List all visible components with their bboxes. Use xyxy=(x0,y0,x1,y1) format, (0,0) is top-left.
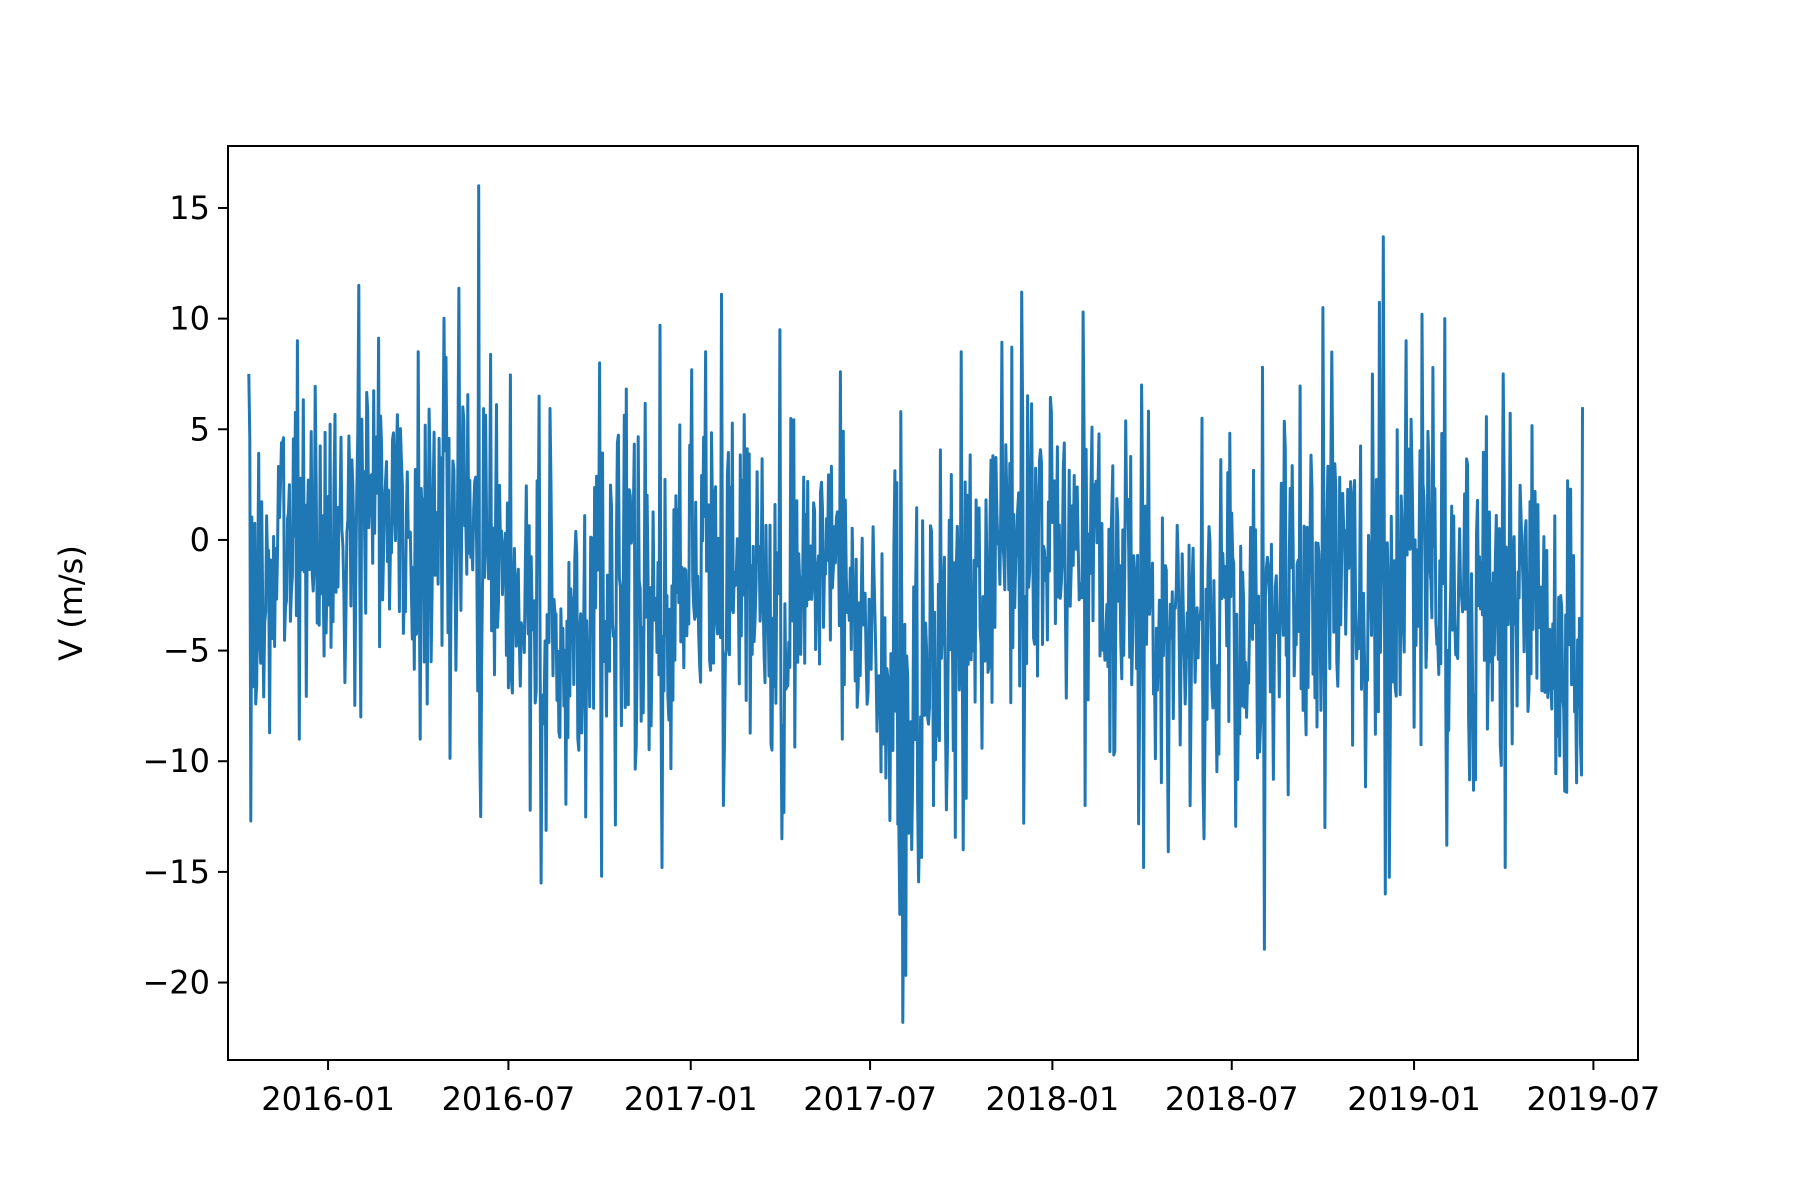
x-tick-label: 2019-01 xyxy=(1347,1080,1481,1118)
y-tick-label: −15 xyxy=(142,853,210,891)
y-tick-label: −20 xyxy=(142,964,210,1002)
y-tick-label: 10 xyxy=(169,300,210,338)
y-axis: 15 10 5 0 −5 −10 −15 −20 xyxy=(142,189,228,1002)
y-tick-label: −5 xyxy=(163,632,210,670)
plot-frame xyxy=(227,145,1639,1061)
y-tick-label: −10 xyxy=(142,742,210,780)
x-tick-label: 2017-01 xyxy=(624,1080,758,1118)
x-tick-label: 2019-07 xyxy=(1527,1080,1661,1118)
series-line-v xyxy=(247,184,1584,1024)
x-tick-label: 2016-07 xyxy=(442,1080,576,1118)
x-tick-label: 2018-07 xyxy=(1165,1080,1299,1118)
x-tick-label: 2017-07 xyxy=(803,1080,937,1118)
series-layer xyxy=(247,184,1584,1024)
x-tick-label: 2018-01 xyxy=(986,1080,1120,1118)
y-axis-label: V (m/s) xyxy=(52,545,90,661)
y-tick-label: 0 xyxy=(190,521,210,559)
y-tick-label: 5 xyxy=(190,410,210,448)
x-tick-label: 2016-01 xyxy=(261,1080,395,1118)
y-tick-label: 15 xyxy=(169,189,210,227)
x-axis: 2016-01 2016-07 2017-01 2017-07 2018-01 2018-… xyxy=(261,1060,1660,1118)
